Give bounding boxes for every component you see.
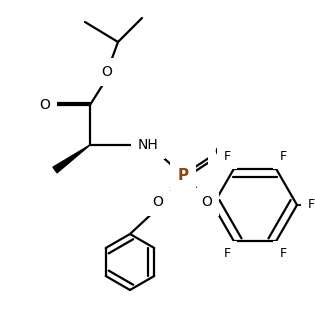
Text: F: F [279, 150, 287, 163]
Text: F: F [223, 247, 231, 260]
Polygon shape [53, 145, 90, 173]
Text: O: O [40, 98, 50, 112]
Text: O: O [152, 195, 163, 209]
Text: F: F [223, 150, 231, 163]
Text: O: O [101, 65, 112, 79]
Text: F: F [279, 247, 287, 260]
Text: P: P [177, 167, 189, 182]
Text: O: O [215, 145, 226, 159]
Text: F: F [307, 198, 315, 211]
Text: NH: NH [138, 138, 158, 152]
Text: O: O [202, 195, 212, 209]
